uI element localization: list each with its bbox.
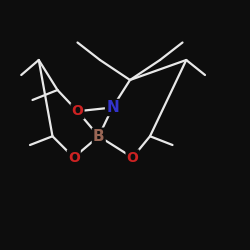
Text: O: O: [126, 150, 138, 164]
Text: O: O: [68, 150, 80, 164]
Text: B: B: [93, 129, 104, 144]
Text: O: O: [72, 104, 84, 118]
Text: N: N: [106, 100, 119, 115]
